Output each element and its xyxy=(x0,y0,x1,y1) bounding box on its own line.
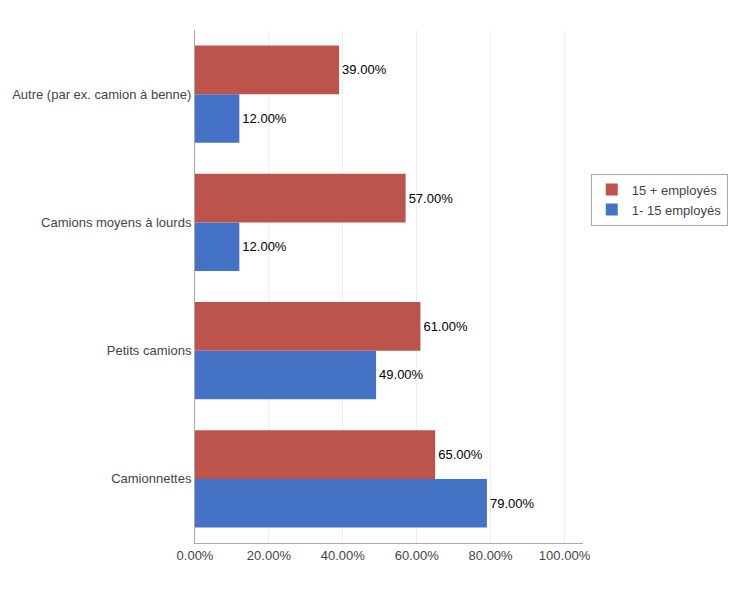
svg-text:20.00%: 20.00% xyxy=(247,548,292,563)
svg-text:39.00%: 39.00% xyxy=(342,62,387,77)
svg-text:12.00%: 12.00% xyxy=(242,239,287,254)
svg-text:Petits camions: Petits camions xyxy=(107,343,192,358)
svg-text:Camionnettes: Camionnettes xyxy=(111,471,192,486)
svg-text:1- 15 employés: 1- 15 employés xyxy=(632,203,721,218)
svg-text:12.00%: 12.00% xyxy=(242,111,287,126)
svg-text:15 + employés: 15 + employés xyxy=(632,183,717,198)
svg-text:60.00%: 60.00% xyxy=(395,548,440,563)
svg-text:65.00%: 65.00% xyxy=(438,447,483,462)
svg-text:80.00%: 80.00% xyxy=(469,548,514,563)
svg-text:Camions moyens à lourds: Camions moyens à lourds xyxy=(41,215,192,230)
svg-text:79.00%: 79.00% xyxy=(490,496,535,511)
svg-text:Autre (par ex. camion à benne): Autre (par ex. camion à benne) xyxy=(12,87,191,102)
svg-text:57.00%: 57.00% xyxy=(409,191,454,206)
svg-text:49.00%: 49.00% xyxy=(379,367,424,382)
svg-text:61.00%: 61.00% xyxy=(423,319,468,334)
svg-text:0.00%: 0.00% xyxy=(177,548,214,563)
svg-text:100.00%: 100.00% xyxy=(539,548,591,563)
svg-text:40.00%: 40.00% xyxy=(321,548,366,563)
